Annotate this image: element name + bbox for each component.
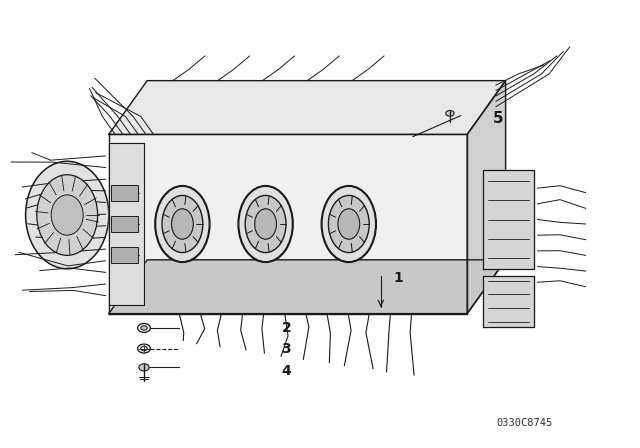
Ellipse shape	[155, 186, 209, 262]
FancyBboxPatch shape	[111, 216, 138, 232]
Ellipse shape	[245, 195, 286, 253]
Ellipse shape	[26, 161, 109, 269]
Ellipse shape	[141, 326, 147, 330]
Polygon shape	[467, 81, 506, 314]
Ellipse shape	[172, 209, 193, 239]
Text: 0330C8745: 0330C8745	[497, 418, 553, 428]
Text: 1: 1	[394, 271, 403, 285]
FancyBboxPatch shape	[111, 247, 138, 263]
Ellipse shape	[51, 195, 83, 235]
Polygon shape	[109, 134, 467, 314]
Ellipse shape	[238, 186, 292, 262]
Text: 4: 4	[282, 364, 291, 378]
Text: 5: 5	[493, 111, 504, 126]
Ellipse shape	[138, 323, 150, 332]
Polygon shape	[483, 170, 534, 269]
Polygon shape	[109, 260, 506, 314]
Polygon shape	[109, 81, 506, 134]
Ellipse shape	[255, 209, 276, 239]
Ellipse shape	[162, 195, 203, 253]
Ellipse shape	[37, 175, 97, 255]
Ellipse shape	[328, 195, 369, 253]
Ellipse shape	[138, 344, 150, 353]
Ellipse shape	[445, 111, 454, 116]
Text: 3: 3	[282, 341, 291, 356]
Text: 2: 2	[282, 321, 291, 335]
Polygon shape	[109, 143, 144, 305]
Ellipse shape	[338, 209, 360, 239]
FancyBboxPatch shape	[111, 185, 138, 201]
Ellipse shape	[139, 364, 149, 371]
Polygon shape	[483, 276, 534, 327]
Ellipse shape	[322, 186, 376, 262]
